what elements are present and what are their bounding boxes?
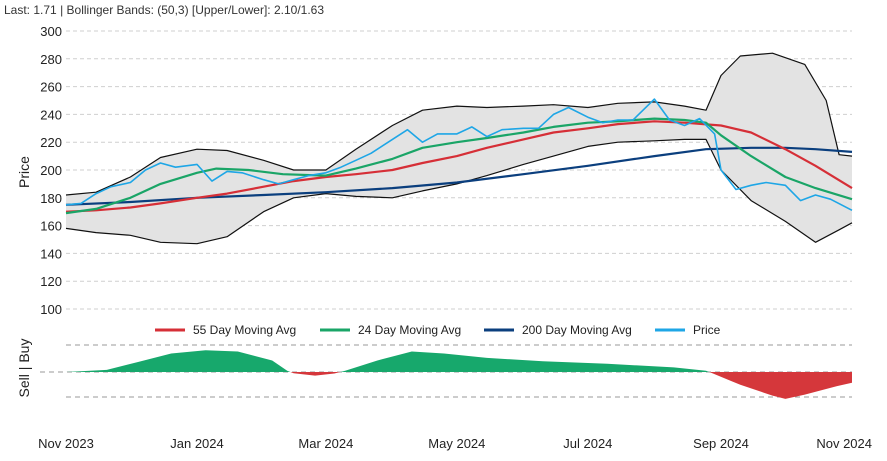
series-line-ma24 [65, 117, 853, 215]
series-line-bb_upper [65, 52, 853, 196]
series-lines [65, 52, 853, 245]
buy-area [66, 350, 291, 372]
sell-area [709, 372, 852, 399]
price-y-tick: 140 [40, 246, 62, 261]
price-axis-title: Price [16, 156, 32, 188]
price-y-tick: 100 [40, 302, 62, 317]
x-tick-label: Nov 2024 [816, 436, 872, 451]
price-y-tick: 180 [40, 191, 62, 206]
chart-header: Last: 1.71 | Bollinger Bands: (50,3) [Up… [4, 3, 324, 17]
series-line-ma200 [65, 146, 853, 206]
series-line-bb_lower [65, 138, 853, 245]
legend-label-55-day: 55 Day Moving Avg [193, 323, 296, 337]
header-separator: | [60, 3, 64, 17]
series-line-price [65, 98, 853, 212]
legend-label-price: Price [693, 323, 721, 337]
price-y-tick: 200 [40, 163, 62, 178]
x-tick-label: Sep 2024 [693, 436, 749, 451]
price-y-tick: 240 [40, 107, 62, 122]
x-tick-label: May 2024 [428, 436, 485, 451]
bollinger-bands-info: Bollinger Bands: (50,3) [Upper/Lower]: 2… [66, 3, 325, 17]
buy-area [340, 351, 710, 372]
x-axis-ticks: Nov 2023 Jan 2024 Mar 2024 May 2024 Jul 2024… [38, 436, 872, 451]
price-y-tick: 300 [40, 24, 62, 39]
legend: 55 Day Moving Avg 24 Day Moving Avg 200 … [155, 323, 721, 337]
price-y-tick: 260 [40, 80, 62, 95]
signal-areas [66, 350, 852, 399]
x-tick-label: Jul 2024 [563, 436, 612, 451]
price-y-ticks: 100 120 140 160 180 200 220 240 260 280 300 [40, 24, 62, 317]
price-y-tick: 220 [40, 135, 62, 150]
x-tick-label: Jan 2024 [170, 436, 224, 451]
last-value: Last: 1.71 [4, 3, 57, 17]
sell-area [290, 372, 341, 376]
x-tick-label: Nov 2023 [38, 436, 94, 451]
series-line-ma55 [65, 120, 853, 213]
price-y-tick: 160 [40, 219, 62, 234]
legend-label-200-day: 200 Day Moving Avg [522, 323, 632, 337]
x-tick-label: Mar 2024 [298, 436, 353, 451]
signal-axis-title: Sell | Buy [16, 339, 32, 398]
price-y-tick: 280 [40, 52, 62, 67]
price-y-tick: 120 [40, 274, 62, 289]
legend-label-24-day: 24 Day Moving Avg [358, 323, 461, 337]
